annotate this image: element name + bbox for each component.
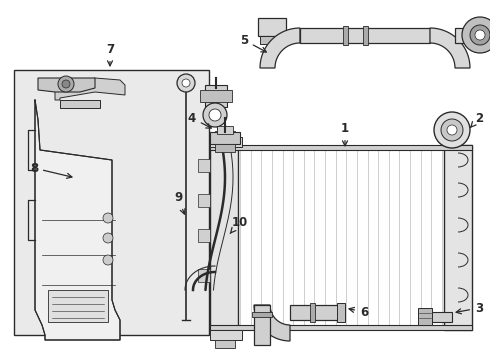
Bar	[444, 145, 472, 330]
Bar	[252, 312, 272, 317]
Bar	[418, 308, 432, 325]
Bar	[343, 26, 348, 45]
Bar	[258, 18, 286, 36]
Bar	[238, 149, 444, 330]
Polygon shape	[38, 78, 95, 92]
Text: 1: 1	[341, 122, 349, 146]
Polygon shape	[35, 100, 120, 340]
Bar	[217, 126, 233, 134]
Bar	[210, 330, 242, 340]
Bar	[430, 312, 452, 322]
Text: 6: 6	[349, 306, 368, 319]
Circle shape	[58, 76, 74, 92]
Circle shape	[434, 112, 470, 148]
Bar	[363, 26, 368, 45]
Circle shape	[475, 30, 485, 40]
Polygon shape	[60, 100, 100, 108]
Bar	[198, 229, 210, 242]
Polygon shape	[300, 28, 430, 43]
Bar	[215, 131, 235, 139]
Bar	[198, 159, 210, 172]
Bar	[198, 194, 210, 207]
Circle shape	[177, 74, 195, 92]
Bar	[337, 303, 345, 322]
Circle shape	[209, 109, 221, 121]
Circle shape	[203, 103, 227, 127]
Bar	[198, 269, 210, 282]
Circle shape	[470, 25, 490, 45]
Text: 4: 4	[188, 112, 211, 128]
Polygon shape	[290, 305, 340, 320]
Bar	[210, 132, 240, 144]
Text: 3: 3	[456, 302, 483, 315]
Circle shape	[103, 213, 113, 223]
Bar	[215, 144, 235, 152]
Polygon shape	[260, 28, 300, 68]
Polygon shape	[254, 305, 290, 341]
Circle shape	[103, 233, 113, 243]
Circle shape	[103, 255, 113, 265]
Polygon shape	[455, 28, 475, 43]
Bar	[210, 145, 238, 330]
Text: 10: 10	[230, 216, 248, 233]
Bar	[260, 36, 284, 44]
Bar	[210, 145, 472, 150]
Polygon shape	[55, 78, 125, 100]
Bar	[210, 137, 242, 147]
Text: 7: 7	[106, 43, 114, 66]
Circle shape	[462, 17, 490, 53]
Text: 2: 2	[470, 112, 483, 128]
Circle shape	[441, 119, 463, 141]
Text: 8: 8	[30, 162, 72, 178]
Circle shape	[447, 125, 457, 135]
Bar	[215, 340, 235, 348]
Text: 9: 9	[174, 191, 185, 214]
Polygon shape	[430, 28, 470, 68]
Circle shape	[62, 80, 70, 88]
Polygon shape	[254, 305, 270, 345]
Bar	[14, 70, 209, 335]
Bar	[48, 290, 108, 322]
Text: 5: 5	[240, 33, 267, 52]
Bar	[200, 90, 232, 102]
Bar	[210, 325, 472, 330]
Bar	[205, 85, 227, 107]
Circle shape	[182, 79, 190, 87]
Bar	[310, 303, 315, 322]
